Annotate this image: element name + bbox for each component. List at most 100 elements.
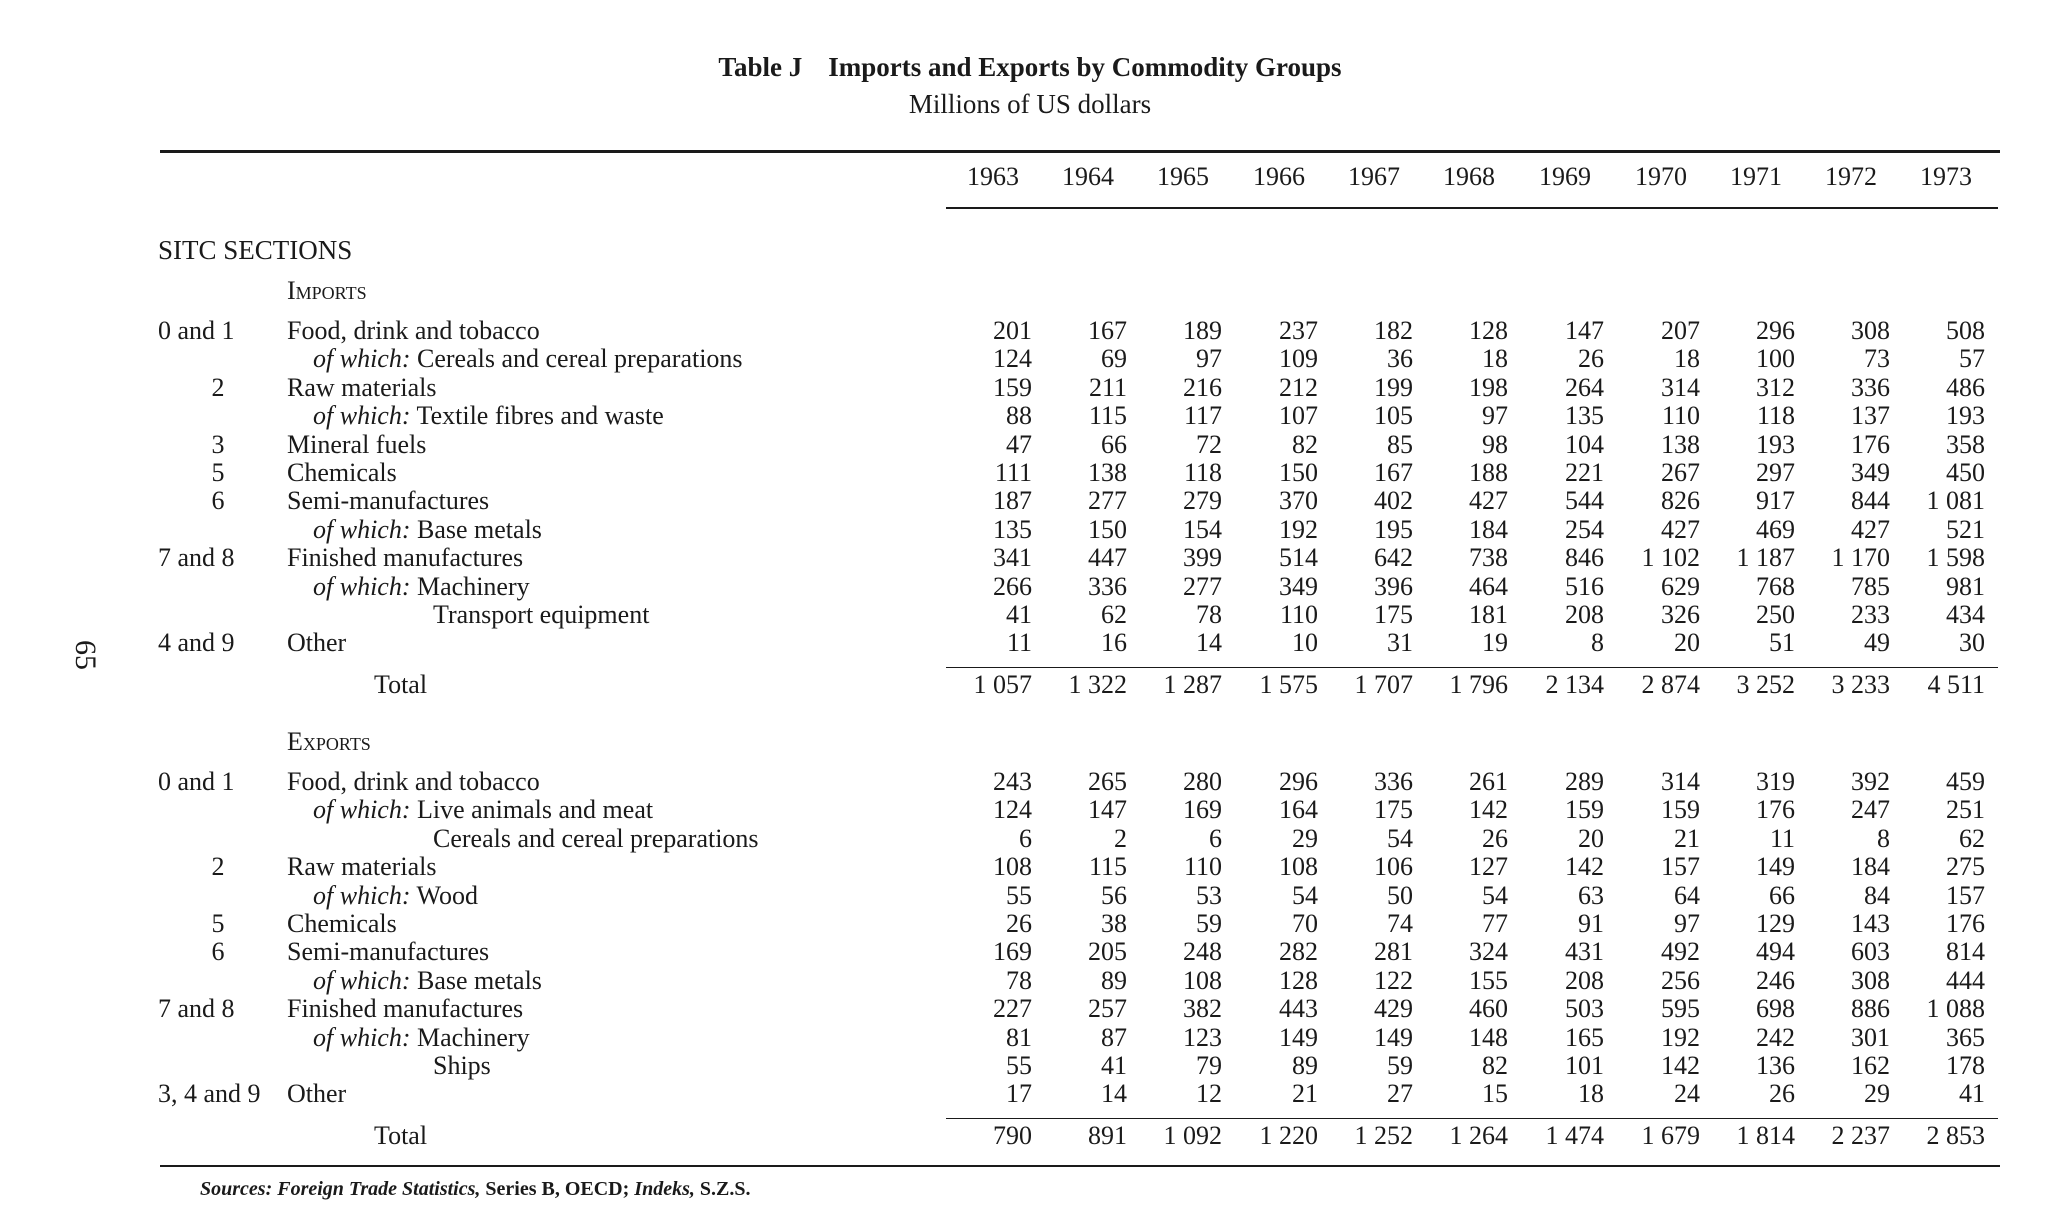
value-cell: 54: [1292, 880, 1318, 910]
total-value-cell: 1 092: [1163, 1121, 1223, 1150]
value-cell: 1 081: [1926, 486, 1986, 516]
value-cell: 169: [993, 937, 1032, 967]
value-cell: 110: [1661, 401, 1700, 431]
total-value-cell: 4 511: [1927, 670, 1985, 699]
value-cell: 312: [1756, 372, 1795, 402]
value-cell: 41: [1006, 600, 1032, 629]
value-cell: 267: [1661, 458, 1700, 487]
value-cell: 143: [1851, 909, 1890, 938]
imports-heading: Imports: [287, 276, 367, 305]
sitc-code: 6: [211, 937, 225, 967]
value-cell: 431: [1565, 937, 1604, 967]
value-cell: 49: [1864, 628, 1890, 658]
value-cell: 135: [1565, 401, 1604, 431]
exports-total-rule: [946, 1118, 1998, 1119]
value-cell: 128: [1469, 316, 1508, 345]
value-cell: 38: [1101, 909, 1127, 938]
of-which-prefix: of which:: [313, 795, 411, 825]
value-cell: 88: [1006, 401, 1032, 431]
value-cell: 199: [1374, 372, 1413, 402]
value-cell: 189: [1183, 316, 1222, 345]
total-value-cell: 1 264: [1449, 1121, 1509, 1150]
row-label-text: Live animals and meat: [417, 795, 654, 825]
exports-heading: Exports: [287, 727, 371, 756]
total-value-cell: 2 874: [1641, 670, 1701, 699]
value-cell: 8: [1877, 823, 1890, 853]
value-cell: 314: [1661, 767, 1700, 796]
value-cell: 826: [1661, 486, 1700, 516]
value-cell: 148: [1469, 1022, 1508, 1052]
value-cell: 521: [1946, 514, 1985, 544]
value-cell: 1 088: [1926, 994, 1986, 1024]
value-cell: 98: [1482, 429, 1508, 459]
value-cell: 20: [1578, 823, 1604, 853]
value-cell: 459: [1946, 767, 1985, 796]
value-cell: 844: [1851, 486, 1890, 516]
row-label-text: Cereals and cereal preparations: [417, 344, 743, 374]
value-cell: 142: [1565, 852, 1604, 882]
value-cell: 427: [1469, 486, 1508, 516]
value-cell: 233: [1851, 600, 1890, 629]
row-label: Semi-manufactures: [287, 486, 489, 516]
row-label-text: Ships: [433, 1051, 491, 1080]
year-header-2: 1965: [1157, 162, 1209, 191]
value-cell: 176: [1946, 909, 1985, 938]
value-cell: 78: [1196, 600, 1222, 629]
value-cell: 508: [1946, 316, 1985, 345]
value-cell: 503: [1565, 994, 1604, 1024]
value-cell: 41: [1959, 1079, 1985, 1109]
value-cell: 254: [1565, 514, 1604, 544]
value-cell: 296: [1756, 316, 1795, 345]
value-cell: 85: [1387, 429, 1413, 459]
value-cell: 308: [1851, 965, 1890, 995]
value-cell: 464: [1469, 571, 1508, 601]
value-cell: 208: [1565, 600, 1604, 629]
value-cell: 336: [1851, 372, 1890, 402]
row-label-text: Chemicals: [287, 458, 397, 487]
value-cell: 64: [1674, 880, 1700, 910]
value-cell: 149: [1756, 852, 1795, 882]
of-which-prefix: of which:: [313, 571, 411, 601]
value-cell: 289: [1565, 767, 1604, 796]
value-cell: 195: [1374, 514, 1413, 544]
value-cell: 324: [1469, 937, 1508, 967]
value-cell: 192: [1279, 514, 1318, 544]
year-header-10: 1973: [1920, 162, 1972, 191]
value-cell: 264: [1565, 372, 1604, 402]
value-cell: 115: [1088, 852, 1127, 882]
total-value-cell: 1 814: [1736, 1121, 1796, 1150]
value-cell: 165: [1565, 1022, 1604, 1052]
year-header-0: 1963: [967, 162, 1019, 191]
value-cell: 336: [1088, 571, 1127, 601]
row-label: Other: [287, 628, 346, 658]
row-label-text: Machinery: [417, 1022, 530, 1052]
row-label: Other: [287, 1079, 346, 1109]
value-cell: 59: [1196, 909, 1222, 938]
value-cell: 11: [1769, 823, 1795, 853]
row-label-text: Semi-manufactures: [287, 937, 490, 967]
value-cell: 124: [993, 344, 1032, 374]
value-cell: 56: [1101, 880, 1127, 910]
value-cell: 150: [1088, 514, 1127, 544]
row-label: Finished manufactures: [287, 994, 523, 1024]
of-which-prefix: of which:: [313, 514, 411, 544]
year-header-rule: [946, 207, 1998, 209]
value-cell: 27: [1387, 1079, 1413, 1109]
value-cell: 135: [993, 514, 1032, 544]
value-cell: 18: [1578, 1079, 1604, 1109]
value-cell: 21: [1292, 1079, 1318, 1109]
value-cell: 108: [1279, 852, 1318, 882]
total-value-cell: 1 707: [1354, 670, 1414, 699]
sitc-code: 0 and 1: [158, 767, 235, 796]
value-cell: 97: [1482, 401, 1508, 431]
value-cell: 205: [1088, 937, 1127, 967]
value-cell: 17: [1006, 1079, 1032, 1109]
value-cell: 181: [1469, 600, 1508, 629]
value-cell: 159: [1661, 795, 1700, 825]
value-cell: 427: [1661, 514, 1700, 544]
value-cell: 117: [1183, 401, 1222, 431]
row-label: Raw materials: [287, 373, 436, 403]
row-label: Cereals and cereal preparations: [433, 824, 759, 854]
top-rule: [160, 150, 2000, 153]
value-cell: 118: [1183, 458, 1222, 487]
